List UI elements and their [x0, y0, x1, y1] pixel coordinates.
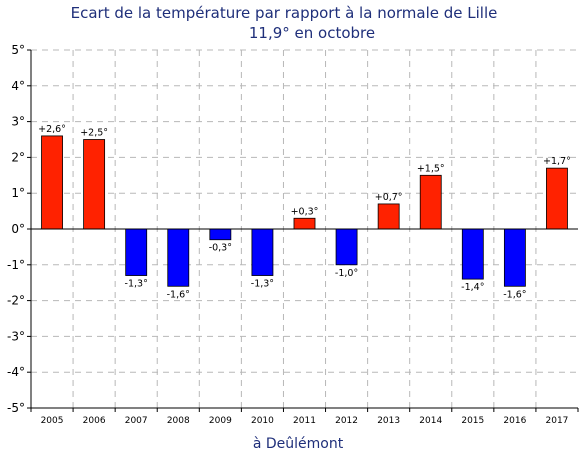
bar-2011	[293, 217, 316, 230]
bars	[41, 135, 568, 287]
data-label-2010: -1,3°	[251, 279, 274, 290]
x-tick-label-2015: 2015	[461, 416, 484, 426]
data-label-2007: -1,3°	[125, 279, 148, 290]
data-label-2012: -1,0°	[335, 268, 358, 279]
y-tick-label: 2°	[11, 150, 25, 164]
bar-2010	[251, 228, 274, 276]
data-label-2015: -1,4°	[461, 282, 484, 293]
x-tick-label-2006: 2006	[83, 416, 106, 426]
y-axis-ticks: -5° -4° -3° -2° -1° 0° 1° 2° 3° 4° 5°	[7, 43, 25, 415]
data-labels: +2,6° +2,5° -1,3° -1,6° -0,3° -1,3° +0,3° -1,0°…	[38, 124, 571, 300]
data-label-2006: +2,5°	[80, 128, 108, 139]
chart-title: Ecart de la température par rapport à la…	[71, 4, 498, 22]
x-tick-label-2007: 2007	[125, 416, 148, 426]
bar-2008	[167, 228, 190, 287]
bar-2007	[125, 228, 148, 276]
bar-2015	[461, 228, 484, 280]
axes	[27, 49, 579, 412]
x-axis-ticks: 2005 2006 2007 2008 2009 2010 2011 2012 2013 2014…	[41, 416, 569, 426]
y-tick-label: -3°	[7, 329, 25, 343]
bar-2014	[419, 174, 442, 230]
data-label-2013: +0,7°	[375, 192, 403, 203]
x-tick-label-2009: 2009	[209, 416, 232, 426]
y-tick-label: -4°	[7, 365, 25, 379]
data-label-2016: -1,6°	[503, 289, 526, 300]
x-tick-label-2014: 2014	[419, 416, 442, 426]
bar-2009	[209, 228, 232, 241]
bar-2005	[41, 135, 63, 230]
x-tick-label-2013: 2013	[377, 416, 400, 426]
bar-2006	[83, 139, 106, 230]
y-tick-label: 3°	[11, 115, 25, 129]
x-tick-label-2012: 2012	[335, 416, 358, 426]
y-tick-label: 5°	[11, 43, 25, 57]
x-axis-label: à Deûlémont	[253, 436, 344, 452]
data-label-2005: +2,6°	[38, 124, 66, 135]
y-tick-label: 0°	[11, 222, 25, 236]
data-label-2011: +0,3°	[291, 206, 319, 217]
y-tick-label: 4°	[11, 79, 25, 93]
data-label-2014: +1,5°	[417, 163, 445, 174]
y-tick-label: -1°	[7, 258, 25, 272]
data-label-2008: -1,6°	[167, 289, 190, 300]
x-tick-label-2017: 2017	[546, 416, 569, 426]
bar-2017	[546, 167, 568, 230]
chart-subtitle: 11,9° en octobre	[249, 24, 375, 42]
x-tick-label-2016: 2016	[503, 416, 526, 426]
bar-2013	[377, 203, 400, 230]
x-tick-label-2011: 2011	[293, 416, 316, 426]
data-label-2009: -0,3°	[209, 243, 232, 254]
bar-2016	[503, 228, 526, 287]
data-label-2017: +1,7°	[543, 156, 571, 167]
y-tick-label: -2°	[7, 294, 25, 308]
x-tick-label-2005: 2005	[41, 416, 64, 426]
x-tick-label-2010: 2010	[251, 416, 274, 426]
y-tick-label: -5°	[7, 401, 25, 415]
bar-2012	[335, 228, 358, 266]
y-tick-label: 1°	[11, 186, 25, 200]
x-tick-label-2008: 2008	[167, 416, 190, 426]
